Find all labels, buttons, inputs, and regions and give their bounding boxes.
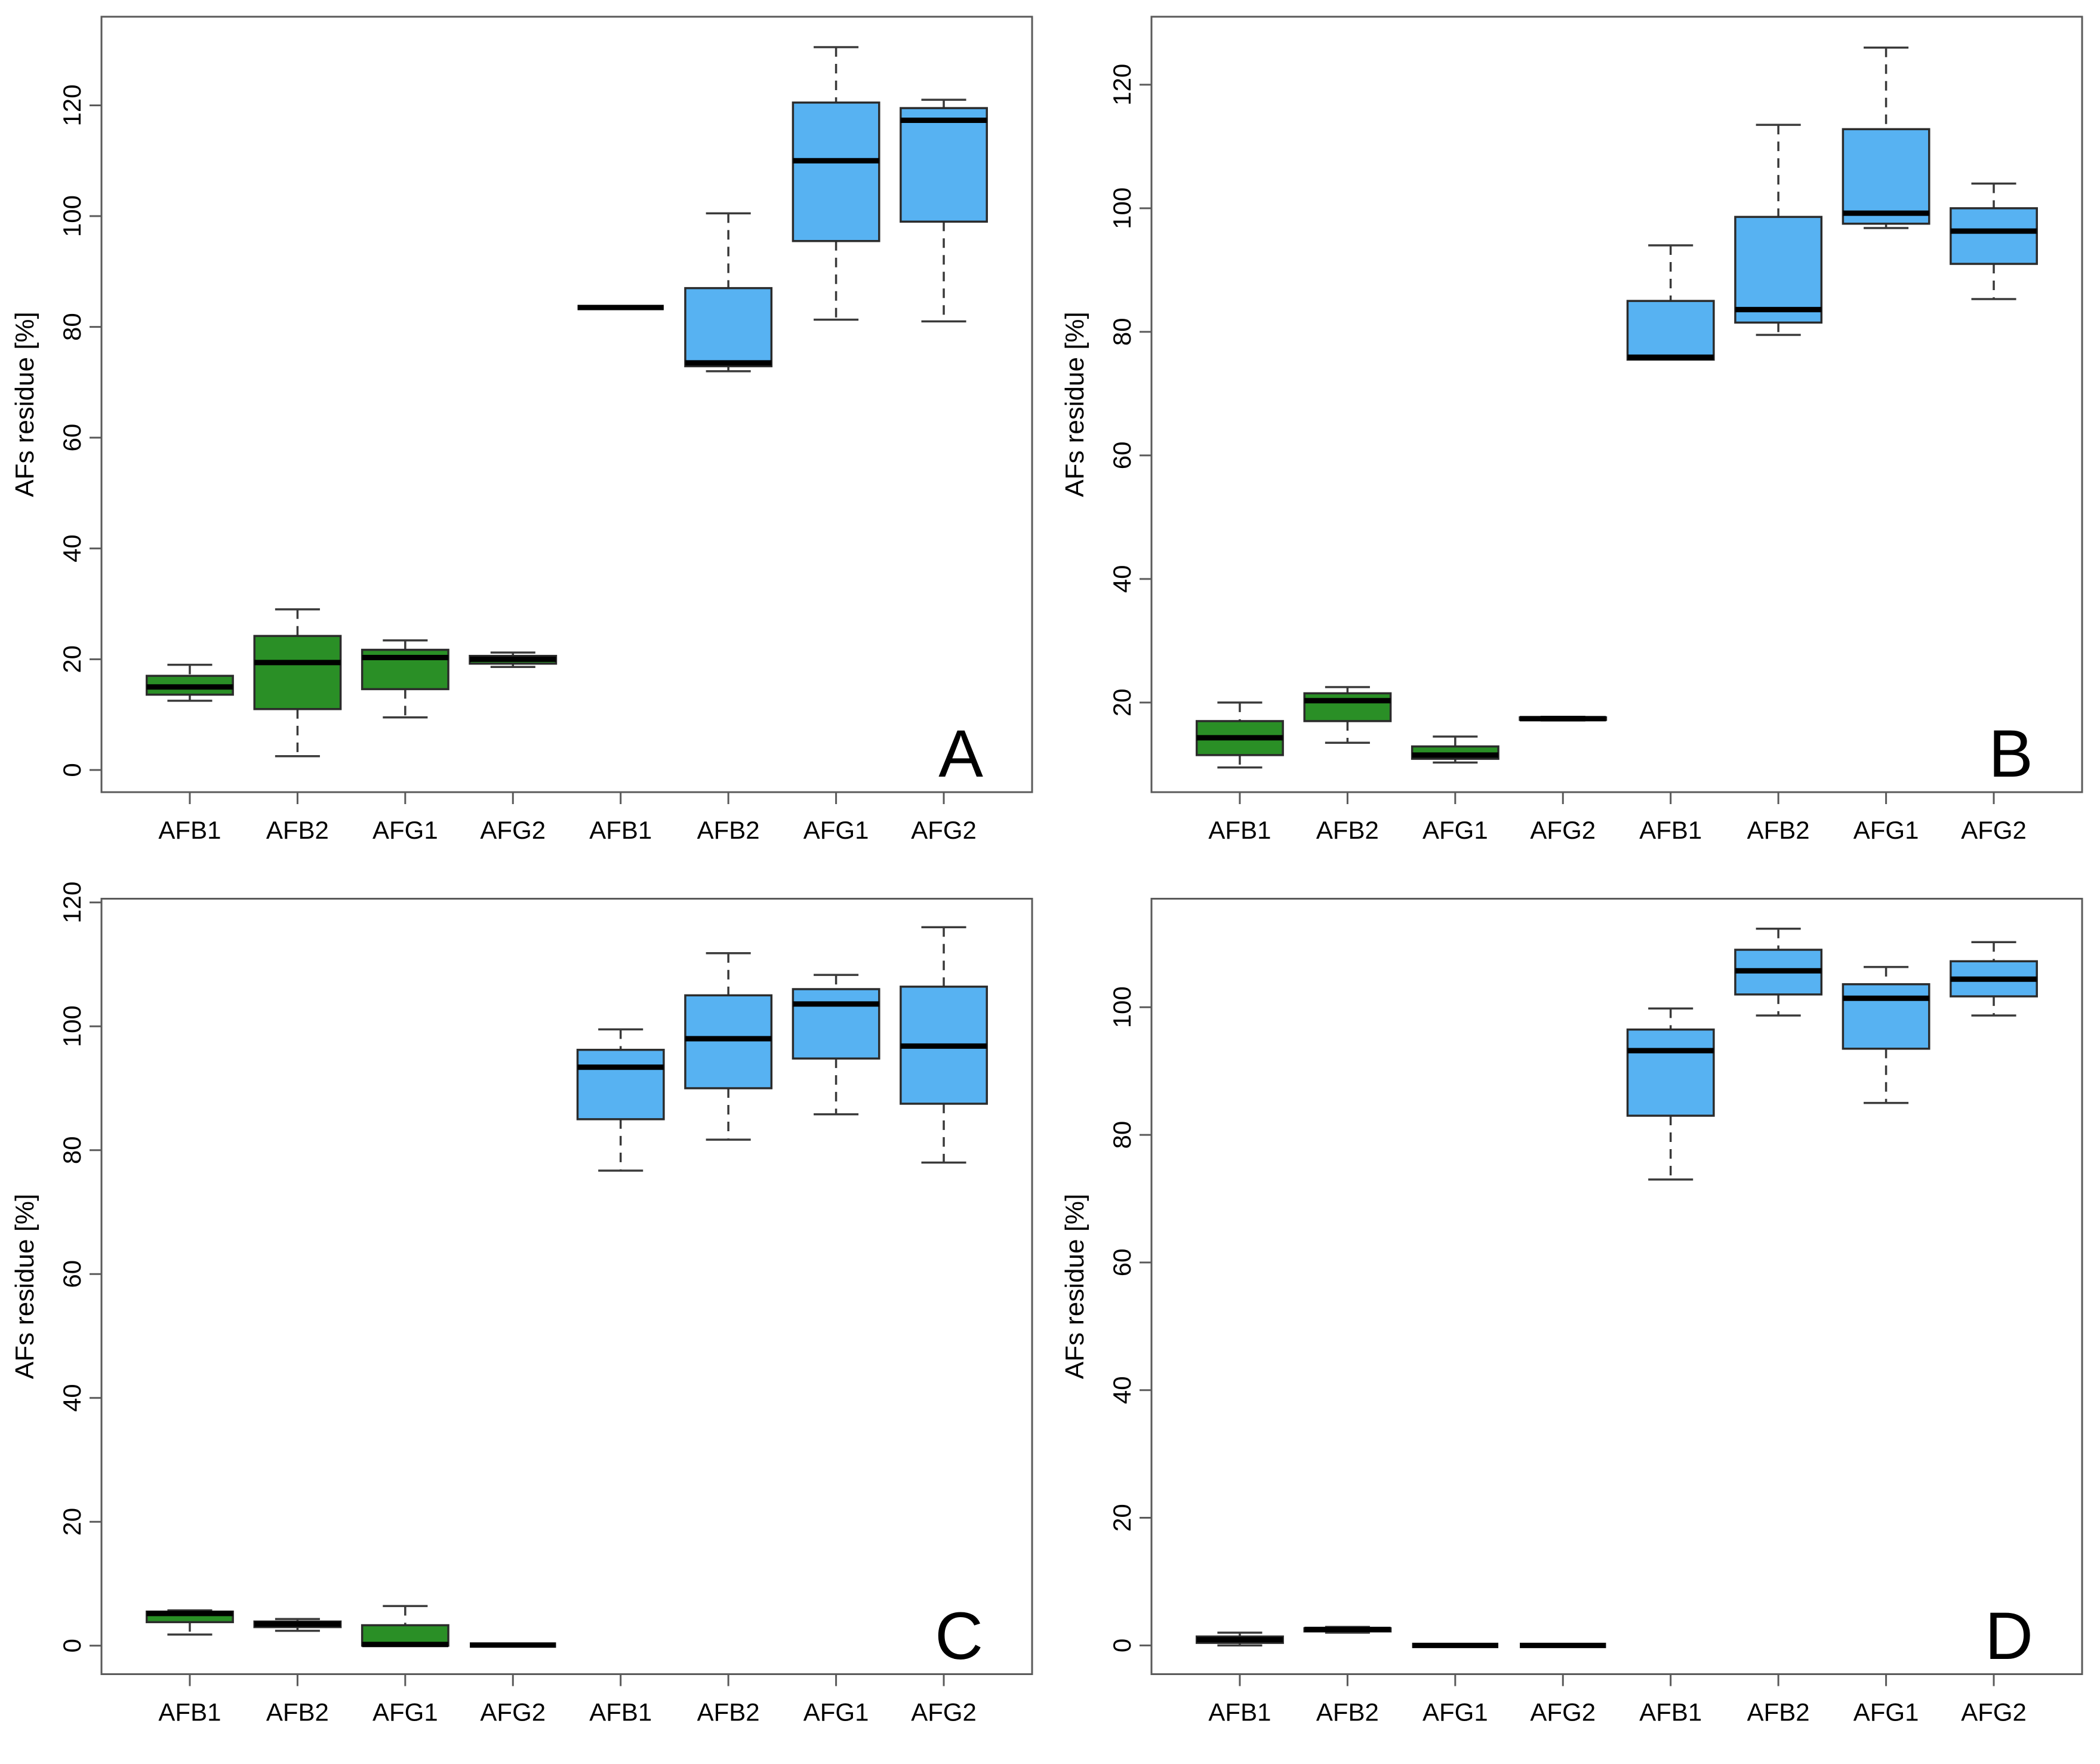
x-tick-label: AFB2	[266, 816, 329, 844]
x-tick-label: AFB1	[1639, 816, 1702, 844]
plot-frame	[100, 898, 1033, 1675]
y-tick-label: 20	[58, 645, 86, 673]
x-tick-label: AFG1	[803, 1698, 869, 1726]
boxplot-box	[684, 287, 773, 368]
y-tick-label: 100	[1108, 187, 1136, 229]
y-tick-label: 120	[58, 84, 86, 126]
boxplot-box	[684, 994, 773, 1089]
panel-c-plot: 0 20 40 60 80 100 120 AFs residue [%] AFB1 AFB2 AF…	[10, 882, 1033, 1726]
y-tick-label: 100	[58, 1005, 86, 1047]
boxplot-box	[1842, 128, 1930, 225]
panel-b-plot: 20 40 60 80 100 120 AFs residue [%] AFB1 AFB2 AFG…	[1060, 16, 2083, 844]
x-tick-label: AFB1	[589, 816, 652, 844]
boxplot-box	[253, 635, 342, 710]
y-tick-label: 40	[1108, 565, 1136, 593]
x-tick-label: AFG1	[372, 816, 438, 844]
y-tick-label: 120	[58, 882, 86, 923]
x-tick-label: AFB2	[697, 816, 760, 844]
y-tick-label: 80	[1108, 1121, 1136, 1149]
panel-c: 0 20 40 60 80 100 120 AFs residue [%] AFB1 AFB2 AF…	[0, 882, 1050, 1764]
x-tick-label: AFB2	[1747, 1698, 1810, 1726]
x-tick-label: AFG2	[1961, 1698, 2027, 1726]
y-tick-label: 40	[1108, 1376, 1136, 1404]
y-tick-label: 100	[1108, 986, 1136, 1028]
x-tick-label: AFG2	[911, 1698, 977, 1726]
y-tick-label: 0	[58, 763, 86, 777]
y-tick-label: 0	[1108, 1639, 1136, 1652]
y-tick-label: 80	[58, 1136, 86, 1164]
x-tick-label: AFB1	[1208, 1698, 1271, 1726]
y-tick-label: 60	[58, 424, 86, 452]
y-tick-label: 80	[1108, 318, 1136, 346]
x-tick-label: AFB1	[158, 1698, 221, 1726]
y-tick-label: 100	[58, 195, 86, 237]
y-axis-title: AFs residue [%]	[1060, 312, 1089, 497]
y-tick-label: 60	[1108, 442, 1136, 470]
panel-a-plot: 0 20 40 60 80 100 120 AFs residue [%] AFB1 AFB2 AF…	[10, 16, 1033, 844]
x-tick-label: AFB1	[1208, 816, 1271, 844]
x-tick-label: AFB2	[1316, 816, 1379, 844]
panel-d-plot: 0 20 40 60 80 100 AFs residue [%] AFB1 AFB2 AFG1 A…	[1060, 898, 2083, 1726]
boxplot-box	[576, 1048, 665, 1120]
x-tick-label: AFG2	[480, 1698, 546, 1726]
boxplot-box	[1734, 216, 1823, 324]
x-tick-label: AFG1	[1422, 1698, 1488, 1726]
y-tick-label: 20	[1108, 1504, 1136, 1532]
x-tick-label: AFG2	[480, 816, 546, 844]
boxplot-box	[900, 107, 988, 223]
x-tick-label: AFG1	[803, 816, 869, 844]
panel-b-label: B	[1988, 716, 2033, 791]
panel-a: 0 20 40 60 80 100 120 AFs residue [%] AFB1 AFB2 AF…	[0, 0, 1050, 882]
x-tick-label: AFB2	[1747, 816, 1810, 844]
plot-frame	[1150, 898, 2083, 1675]
y-tick-label: 80	[58, 313, 86, 341]
panel-b: 20 40 60 80 100 120 AFs residue [%] AFB1 AFB2 AFG…	[1050, 0, 2100, 882]
plot-frame	[1150, 16, 2083, 793]
y-axis-title: AFs residue [%]	[10, 1194, 39, 1380]
boxplot-box	[1626, 1028, 1715, 1117]
y-tick-label: 60	[1108, 1249, 1136, 1277]
x-tick-label: AFB1	[1639, 1698, 1702, 1726]
x-tick-label: AFB1	[158, 816, 221, 844]
y-tick-label: 120	[1108, 64, 1136, 106]
boxplot-box	[792, 101, 880, 242]
x-tick-label: AFB2	[1316, 1698, 1379, 1726]
y-tick-label: 20	[58, 1508, 86, 1536]
x-tick-label: AFG2	[1961, 816, 2027, 844]
x-tick-label: AFG1	[1422, 816, 1488, 844]
x-tick-label: AFG1	[372, 1698, 438, 1726]
boxplot-box	[1303, 692, 1392, 722]
x-tick-label: AFB2	[697, 1698, 760, 1726]
plot-frame	[100, 16, 1033, 793]
panel-c-label: C	[935, 1599, 983, 1673]
x-tick-label: AFG2	[1530, 1698, 1596, 1726]
y-tick-label: 0	[58, 1639, 86, 1652]
panel-d: 0 20 40 60 80 100 AFs residue [%] AFB1 AFB2 AFG1 A…	[1050, 882, 2100, 1764]
boxplot-box	[792, 988, 880, 1060]
y-tick-label: 60	[58, 1260, 86, 1288]
y-axis-title: AFs residue [%]	[10, 312, 39, 497]
x-tick-label: AFG2	[1530, 816, 1596, 844]
boxplot-box	[1950, 207, 2038, 265]
y-axis-title: AFs residue [%]	[1060, 1194, 1089, 1380]
y-tick-label: 40	[58, 1384, 86, 1412]
x-tick-label: AFB2	[266, 1698, 329, 1726]
boxplot-box	[1842, 983, 1930, 1050]
y-tick-label: 20	[1108, 689, 1136, 717]
x-tick-label: AFG1	[1853, 816, 1919, 844]
boxplot-box	[1626, 300, 1715, 361]
x-tick-label: AFG1	[1853, 1698, 1919, 1726]
x-tick-label: AFG2	[911, 816, 977, 844]
x-tick-label: AFB1	[589, 1698, 652, 1726]
panel-a-label: A	[938, 716, 983, 791]
panel-d-label: D	[1985, 1599, 2033, 1673]
y-tick-label: 40	[58, 534, 86, 562]
